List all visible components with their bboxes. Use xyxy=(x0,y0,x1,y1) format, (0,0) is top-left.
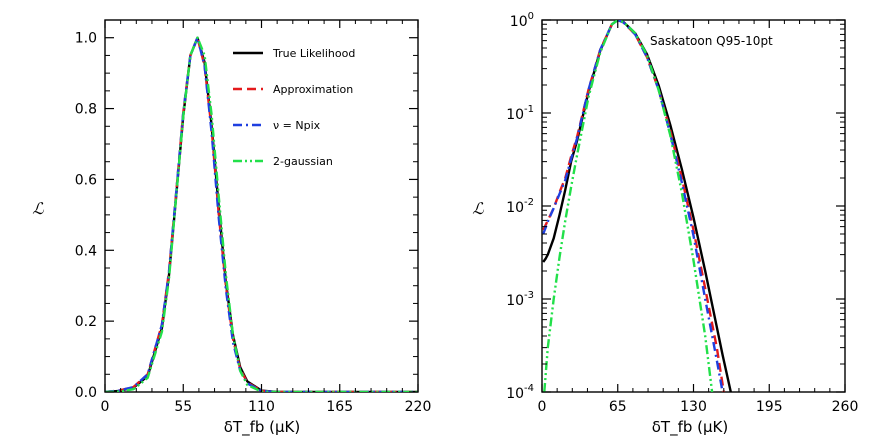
left-series-2-gaussian xyxy=(105,36,418,392)
legend-label: ν = Npix xyxy=(273,119,321,132)
right-y-tick-label: 10-4 xyxy=(506,383,534,402)
left-panel: 0 55 110 165 220 0.0 0.2 0.4 0.6 0.8 1.0 True Like… xyxy=(32,19,432,436)
right-y-tick-label: 100 xyxy=(510,11,534,30)
right-x-axis-label: δT_fb (μK) xyxy=(652,418,729,436)
left-series-npix xyxy=(105,36,418,392)
left-y-tick-label: 0.0 xyxy=(75,385,97,401)
right-x-tick-label: 65 xyxy=(609,399,627,415)
left-y-tick-label: 0.4 xyxy=(75,243,97,259)
left-x-tick-label: 165 xyxy=(326,399,353,415)
left-y-tick-label: 0.6 xyxy=(75,172,97,188)
left-y-tick-label: 0.8 xyxy=(75,102,97,118)
right-series-approximation xyxy=(542,20,725,392)
left-x-tick-label: 220 xyxy=(405,399,432,415)
left-series-approximation xyxy=(105,36,418,392)
right-panel: 0 65 130 195 260 100 10-1 10-2 10-3 10-4 ℒ δT_fb … xyxy=(472,11,858,436)
legend: True Likelihood Approximation ν = Npix 2-ga… xyxy=(233,47,355,168)
left-x-tick-label: 110 xyxy=(248,399,275,415)
right-y-axis-label: ℒ xyxy=(472,199,484,218)
right-series-2-gaussian xyxy=(543,20,714,392)
right-series-true-likelihood xyxy=(542,20,732,392)
right-y-tick-label: 10-2 xyxy=(506,197,534,216)
right-series-group xyxy=(542,20,732,392)
right-x-tick-label: 195 xyxy=(756,399,783,415)
left-x-axis-label: δT_fb (μK) xyxy=(224,418,301,436)
left-y-tick-label: 1.0 xyxy=(75,31,97,47)
legend-label: 2-gaussian xyxy=(273,155,333,168)
legend-label: Approximation xyxy=(273,83,353,96)
left-x-tick-label: 55 xyxy=(174,399,192,415)
legend-label: True Likelihood xyxy=(272,47,355,60)
right-y-tick-label: 10-1 xyxy=(506,104,534,123)
left-x-tick-label: 0 xyxy=(101,399,110,415)
right-series-npix xyxy=(542,20,724,392)
dataset-annotation: Saskatoon Q95-10pt xyxy=(650,34,773,48)
right-x-tick-label: 260 xyxy=(832,399,859,415)
right-x-tick-label: 0 xyxy=(538,399,547,415)
left-plot-frame xyxy=(104,19,419,393)
left-y-tick-label: 0.2 xyxy=(75,314,97,330)
right-y-tick-label: 10-3 xyxy=(506,290,534,309)
right-x-tick-label: 130 xyxy=(680,399,707,415)
left-series-group xyxy=(105,36,418,392)
left-series-true-likelihood xyxy=(105,36,418,392)
right-plot-frame xyxy=(541,19,846,393)
left-y-axis-label: ℒ xyxy=(32,199,44,218)
